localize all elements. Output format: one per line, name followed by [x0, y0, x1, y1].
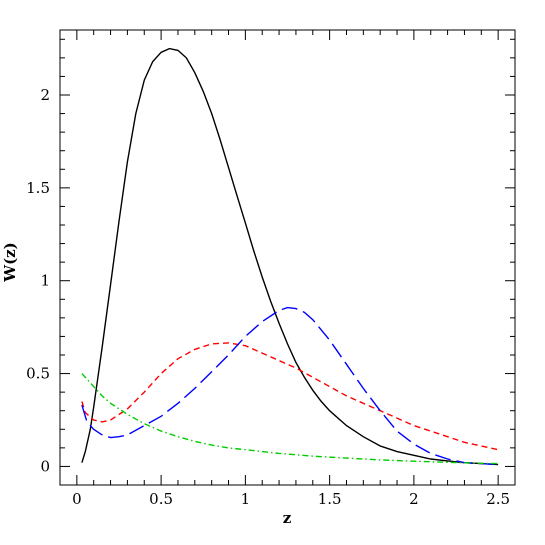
y-axis-title: W(z) [1, 242, 19, 283]
x-tick-label: 2.5 [486, 490, 510, 508]
series-line-2 [81, 342, 499, 451]
series-line-4 [81, 373, 499, 465]
x-tick-label: 0.5 [149, 490, 173, 508]
x-axis-title: z [283, 509, 292, 527]
x-tick-labels: 0 0.5 1 1.5 2 2.5 [72, 490, 510, 508]
x-tick-label: 1.5 [318, 490, 342, 508]
plot-frame [59, 29, 516, 486]
y-tick-label: 2 [40, 86, 50, 104]
y-tick-label: 0.5 [26, 365, 50, 383]
y-tick-label: 1 [40, 272, 50, 290]
axis-ticks [60, 30, 516, 485]
x-tick-label: 0 [72, 490, 82, 508]
series-line-3 [81, 306, 499, 466]
y-tick-label: 0 [40, 457, 50, 475]
series-lines [81, 47, 499, 466]
x-tick-label: 1 [241, 490, 251, 508]
y-tick-labels: 0 0.5 1 1.5 2 [26, 86, 50, 475]
y-tick-label: 1.5 [26, 179, 50, 197]
series-line-1 [81, 47, 499, 466]
x-tick-label: 2 [409, 490, 419, 508]
